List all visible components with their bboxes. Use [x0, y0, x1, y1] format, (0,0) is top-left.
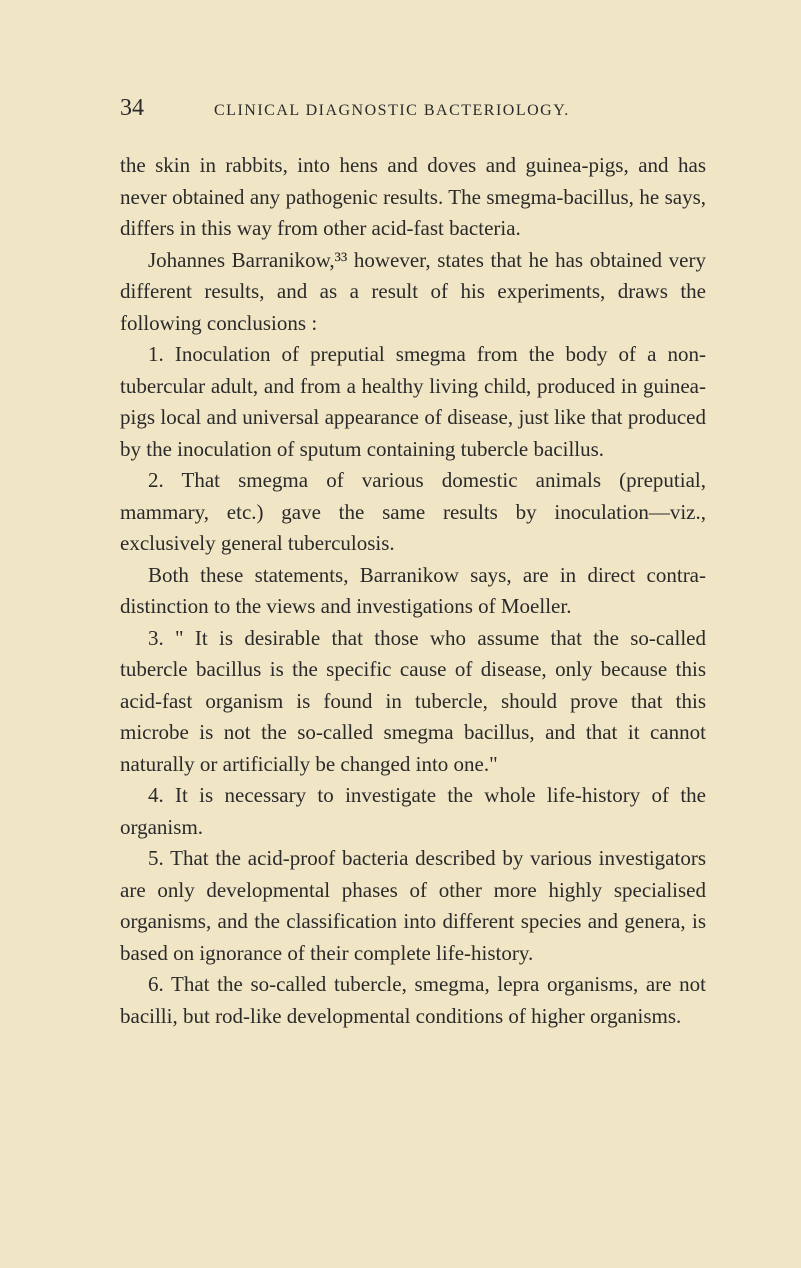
paragraph: 1. Inoculation of preputial smegma from … [120, 339, 706, 465]
paragraph: 3. " It is desirable that those who assu… [120, 623, 706, 781]
paragraph: 2. That smegma of various domestic anima… [120, 465, 706, 560]
page-header: 34 CLINICAL DIAGNOSTIC BACTERIOLOGY. [120, 95, 706, 122]
paragraph: Both these statements, Barranikow says, … [120, 560, 706, 623]
paragraph: 6. That the so-called tubercle, smegma, … [120, 969, 706, 1032]
paragraph: Johannes Barranikow,³³ however, states t… [120, 245, 706, 340]
paragraph: the skin in rabbits, into hens and doves… [120, 150, 706, 245]
paragraph: 4. It is necessary to investigate the wh… [120, 780, 706, 843]
body-text: the skin in rabbits, into hens and doves… [120, 150, 706, 1032]
paragraph: 5. That the acid-proof bacteria describe… [120, 843, 706, 969]
page-number: 34 [120, 95, 144, 122]
running-title: CLINICAL DIAGNOSTIC BACTERIOLOGY. [214, 102, 570, 120]
